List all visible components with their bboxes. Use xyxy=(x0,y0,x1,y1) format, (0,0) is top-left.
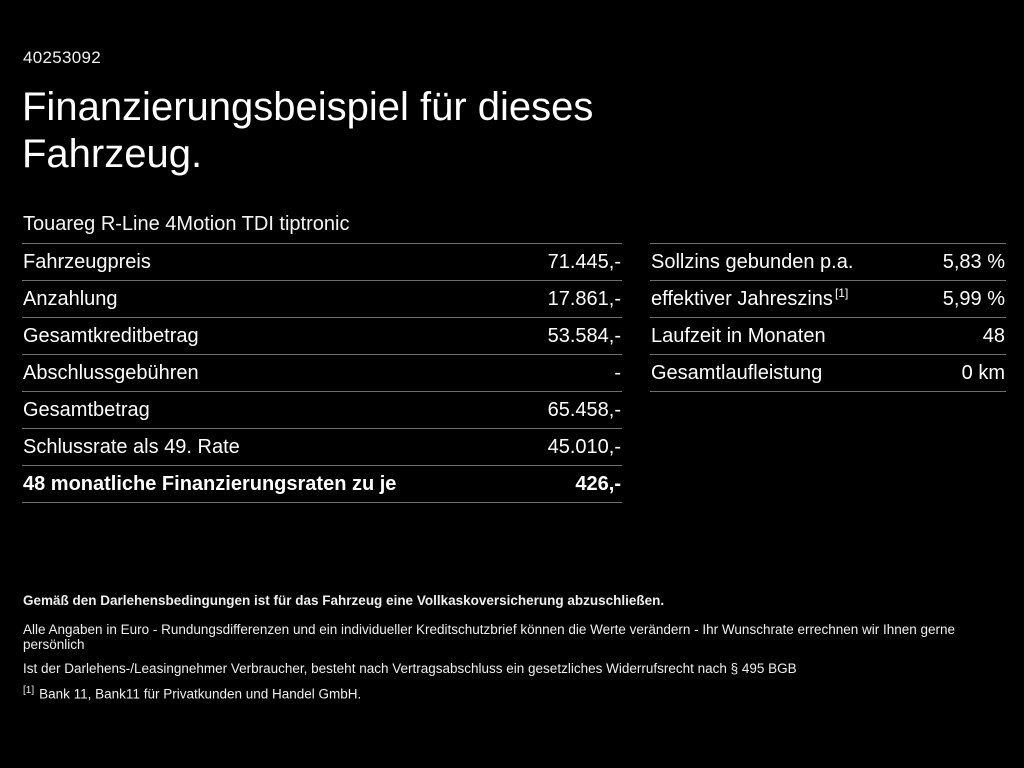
row-label-text: effektiver Jahreszins xyxy=(651,288,833,310)
row-value: - xyxy=(614,362,621,384)
row-value: 5,83 % xyxy=(942,251,1005,273)
table-row-sollzins: Sollzins gebunden p.a. 5,83 % xyxy=(650,243,1006,280)
row-value: 426,- xyxy=(575,473,621,495)
row-value: 53.584,- xyxy=(547,325,621,347)
footnote-reference: [1] xyxy=(834,286,849,301)
legal-footer: Gemäß den Darlehensbedingungen ist für d… xyxy=(23,593,1003,702)
row-label: Gesamtlaufleistung xyxy=(651,362,823,384)
insurance-requirement-note: Gemäß den Darlehensbedingungen ist für d… xyxy=(23,593,665,608)
row-value: 17.861,- xyxy=(547,288,621,310)
row-label: Sollzins gebunden p.a. xyxy=(651,251,854,273)
table-row-effektiver-jahreszins: effektiver Jahreszins [1] 5,99 % xyxy=(650,280,1006,317)
row-label: Laufzeit in Monaten xyxy=(651,325,826,347)
row-label: Abschlussgebühren xyxy=(23,362,199,384)
table-row-monatsrate-total: 48 monatliche Finanzierungsraten zu je 4… xyxy=(22,465,622,503)
row-value: 71.445,- xyxy=(547,251,621,273)
row-label: 48 monatliche Finanzierungsraten zu je xyxy=(23,473,397,495)
page-title: Finanzierungsbeispiel für dieses Fahrzeu… xyxy=(22,85,594,176)
finance-table-right: Sollzins gebunden p.a. 5,83 % effektiver… xyxy=(650,243,1006,392)
row-value: 48 xyxy=(982,325,1005,347)
footnote-text: Bank 11, Bank11 für Privatkunden und Han… xyxy=(39,686,362,702)
table-row-gesamtbetrag: Gesamtbetrag 65.458,- xyxy=(22,391,622,428)
disclaimer-line-1: Alle Angaben in Euro - Rundungsdifferenz… xyxy=(23,622,956,652)
table-row-gesamtkreditbetrag: Gesamtkreditbetrag 53.584,- xyxy=(22,317,622,354)
table-row-fahrzeugpreis: Fahrzeugpreis 71.445,- xyxy=(22,243,622,280)
row-label: Schlussrate als 49. Rate xyxy=(23,436,240,458)
vehicle-id: 40253092 xyxy=(23,48,102,67)
finance-table-left: Fahrzeugpreis 71.445,- Anzahlung 17.861,… xyxy=(22,243,622,503)
row-label: effektiver Jahreszins [1] xyxy=(651,286,849,310)
table-row-abschlussgebuehren: Abschlussgebühren - xyxy=(22,354,622,391)
vehicle-model-subtitle: Touareg R-Line 4Motion TDI tiptronic xyxy=(23,213,350,235)
row-label: Gesamtbetrag xyxy=(23,399,150,421)
disclaimer-line-2: Ist der Darlehens-/Leasingnehmer Verbrau… xyxy=(23,661,797,676)
bank-footnote: [1] Bank 11, Bank11 für Privatkunden und … xyxy=(23,685,1003,702)
footnote-marker: [1] xyxy=(23,685,35,696)
table-row-anzahlung: Anzahlung 17.861,- xyxy=(22,280,622,317)
row-label: Gesamtkreditbetrag xyxy=(23,325,199,347)
row-value: 45.010,- xyxy=(547,436,621,458)
row-value: 0 km xyxy=(961,362,1005,384)
finance-tables: Fahrzeugpreis 71.445,- Anzahlung 17.861,… xyxy=(22,243,1006,503)
row-label: Fahrzeugpreis xyxy=(23,251,151,273)
row-label: Anzahlung xyxy=(23,288,118,310)
table-row-laufzeit: Laufzeit in Monaten 48 xyxy=(650,317,1006,354)
table-row-schlussrate: Schlussrate als 49. Rate 45.010,- xyxy=(22,428,622,465)
table-row-gesamtlaufleistung: Gesamtlaufleistung 0 km xyxy=(650,354,1006,392)
row-value: 65.458,- xyxy=(547,399,621,421)
row-value: 5,99 % xyxy=(942,288,1005,310)
